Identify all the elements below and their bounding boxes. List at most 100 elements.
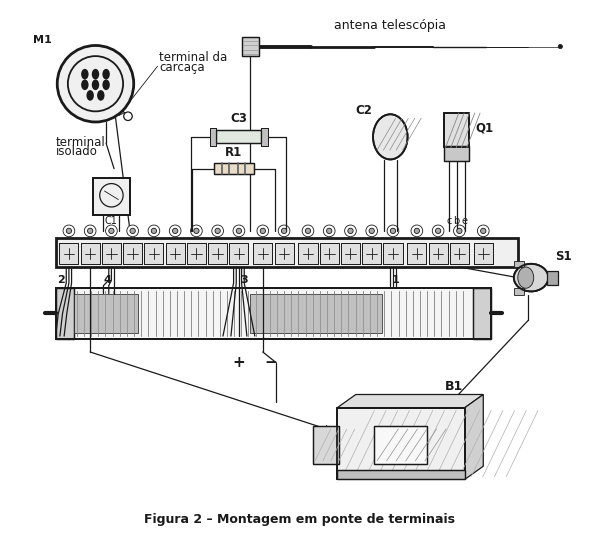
- Bar: [473, 288, 491, 339]
- Circle shape: [391, 228, 395, 233]
- Text: Q1: Q1: [476, 121, 494, 134]
- Circle shape: [124, 112, 132, 121]
- Bar: [210, 128, 217, 146]
- Bar: [102, 243, 121, 264]
- Circle shape: [387, 225, 399, 237]
- Bar: [56, 288, 74, 339]
- Bar: [262, 128, 268, 146]
- Bar: [214, 163, 254, 174]
- Text: B1: B1: [445, 380, 463, 393]
- Text: e: e: [461, 216, 467, 226]
- Circle shape: [173, 228, 178, 233]
- Bar: [187, 243, 206, 264]
- Bar: [514, 288, 524, 295]
- Circle shape: [106, 225, 117, 237]
- Circle shape: [215, 228, 220, 233]
- Circle shape: [63, 225, 75, 237]
- Circle shape: [257, 225, 269, 237]
- Text: carcaça: carcaça: [159, 61, 205, 74]
- Bar: [74, 294, 138, 333]
- Bar: [428, 243, 448, 264]
- Ellipse shape: [81, 69, 89, 80]
- Bar: [80, 243, 100, 264]
- Bar: [473, 288, 491, 339]
- Circle shape: [558, 44, 562, 49]
- Bar: [102, 243, 121, 264]
- Circle shape: [323, 225, 335, 237]
- Bar: [253, 243, 272, 264]
- Bar: [298, 243, 317, 264]
- Circle shape: [148, 225, 160, 237]
- Circle shape: [278, 225, 290, 237]
- Bar: [123, 243, 142, 264]
- Ellipse shape: [373, 114, 407, 160]
- Bar: [383, 243, 403, 264]
- Bar: [450, 243, 469, 264]
- Circle shape: [302, 225, 314, 237]
- Ellipse shape: [86, 90, 94, 101]
- Circle shape: [66, 228, 71, 233]
- Bar: [166, 243, 185, 264]
- Circle shape: [151, 228, 157, 233]
- Ellipse shape: [518, 267, 534, 288]
- Text: 2: 2: [57, 276, 65, 285]
- Text: 1: 1: [392, 276, 400, 285]
- Circle shape: [326, 228, 332, 233]
- Text: C3: C3: [230, 112, 247, 125]
- Circle shape: [109, 228, 114, 233]
- Bar: [214, 163, 254, 174]
- Bar: [444, 146, 469, 161]
- Text: S1: S1: [555, 250, 572, 263]
- Text: −: −: [265, 355, 277, 370]
- Circle shape: [454, 225, 465, 237]
- Bar: [56, 288, 491, 339]
- Bar: [407, 243, 427, 264]
- Bar: [80, 243, 100, 264]
- Bar: [217, 130, 262, 144]
- Circle shape: [194, 228, 199, 233]
- Circle shape: [57, 45, 134, 122]
- Text: isolado: isolado: [56, 145, 98, 158]
- Bar: [450, 243, 469, 264]
- Bar: [298, 243, 317, 264]
- Circle shape: [414, 228, 419, 233]
- Bar: [59, 243, 79, 264]
- Ellipse shape: [81, 80, 89, 90]
- Circle shape: [366, 225, 377, 237]
- Bar: [337, 470, 464, 480]
- Bar: [56, 238, 518, 267]
- Bar: [250, 294, 382, 333]
- Bar: [337, 470, 464, 480]
- Bar: [123, 243, 142, 264]
- Bar: [210, 128, 217, 146]
- Bar: [514, 261, 524, 267]
- Circle shape: [212, 225, 224, 237]
- Bar: [444, 146, 469, 161]
- Ellipse shape: [97, 90, 104, 101]
- Bar: [547, 271, 557, 285]
- Circle shape: [233, 225, 245, 237]
- Text: c: c: [446, 216, 451, 226]
- Ellipse shape: [103, 80, 110, 90]
- Bar: [253, 243, 272, 264]
- Bar: [217, 130, 262, 144]
- Text: terminal da: terminal da: [159, 51, 227, 64]
- Bar: [275, 243, 293, 264]
- Bar: [313, 426, 339, 464]
- Bar: [242, 37, 259, 56]
- Text: M1: M1: [33, 35, 52, 45]
- Bar: [337, 408, 464, 480]
- Bar: [166, 243, 185, 264]
- Bar: [383, 243, 403, 264]
- Bar: [374, 426, 427, 464]
- Text: Figura 2 – Montagem em ponte de terminais: Figura 2 – Montagem em ponte de terminai…: [145, 513, 455, 526]
- Polygon shape: [337, 395, 483, 408]
- Ellipse shape: [514, 264, 548, 292]
- Bar: [362, 243, 381, 264]
- Circle shape: [411, 225, 423, 237]
- Circle shape: [348, 228, 353, 233]
- Circle shape: [169, 225, 181, 237]
- Bar: [56, 288, 491, 339]
- Bar: [208, 243, 227, 264]
- Text: C1: C1: [105, 216, 118, 226]
